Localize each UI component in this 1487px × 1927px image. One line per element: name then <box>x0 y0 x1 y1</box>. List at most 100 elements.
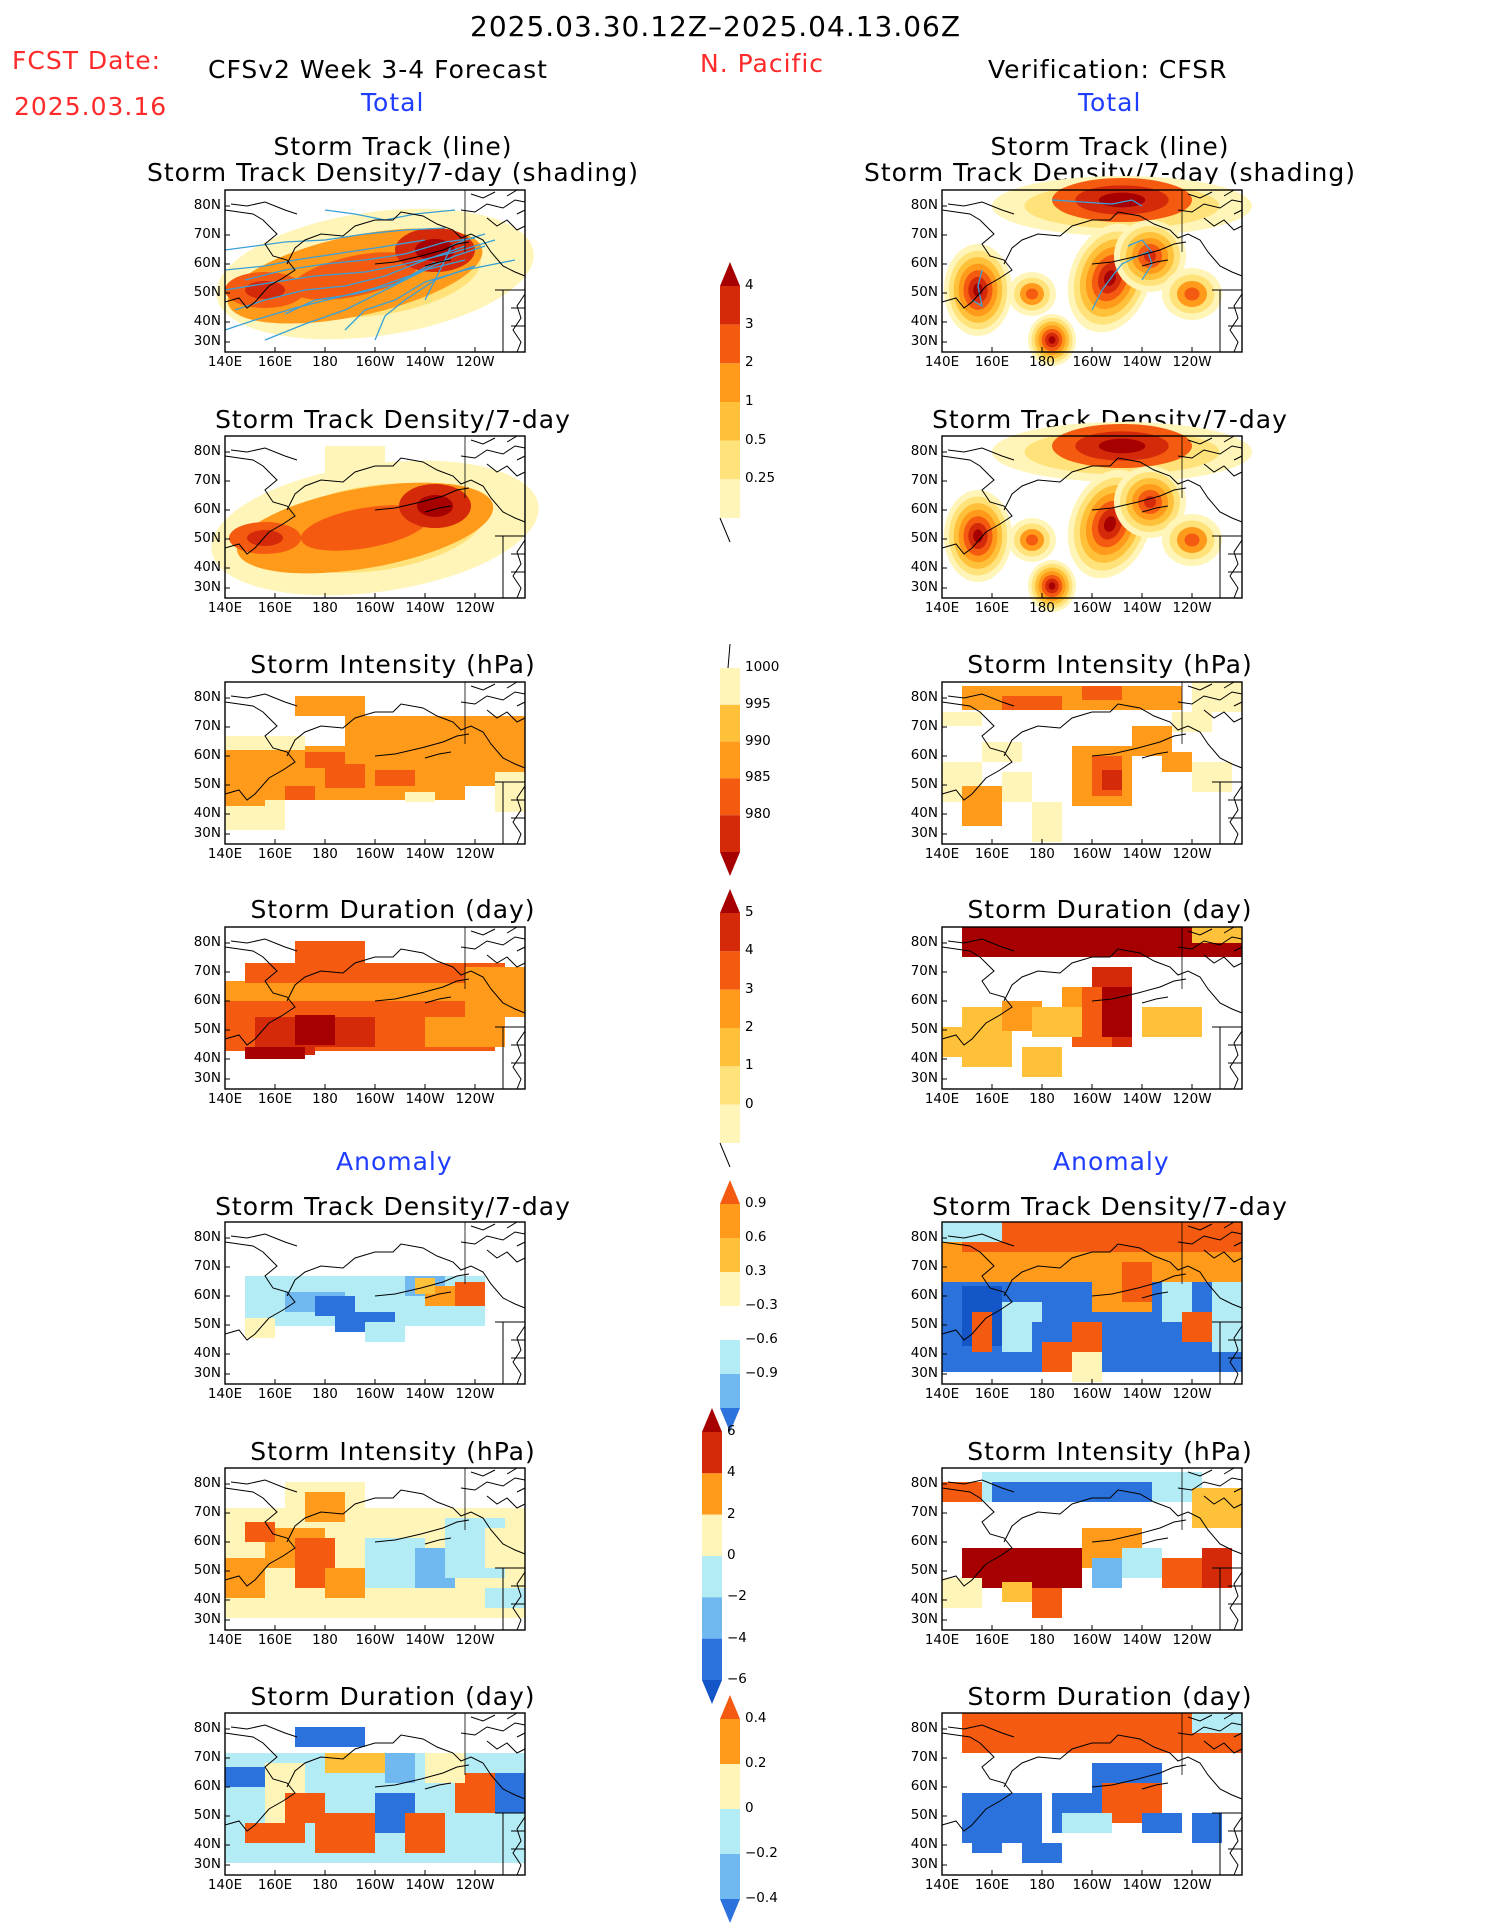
lon-label: 180 <box>1029 846 1055 862</box>
lon-label: 140W <box>405 354 445 370</box>
colorbar-svg <box>720 1180 740 1432</box>
lat-label: 30N <box>910 333 938 349</box>
storm-track-line <box>1127 239 1153 253</box>
map-canvas <box>224 1712 526 1876</box>
storm-track-line <box>424 233 486 301</box>
lon-label: 140W <box>405 1091 445 1107</box>
lat-label: 80N <box>193 689 221 705</box>
lon-label: 140E <box>207 1877 243 1893</box>
lon-label: 160E <box>974 1386 1010 1402</box>
lon-label: 160W <box>1072 1877 1112 1893</box>
colorbar-segment <box>720 815 740 852</box>
map-canvas <box>941 681 1243 845</box>
grid-cell <box>1192 762 1232 792</box>
density-blob <box>944 490 1012 582</box>
lat-label: 50N <box>910 1316 938 1332</box>
grid-cell <box>1002 1302 1042 1322</box>
storm-track-line <box>224 245 486 331</box>
lon-label: 120W <box>1172 600 1212 616</box>
lat-label: 40N <box>193 1591 221 1607</box>
map-canvas <box>224 681 526 845</box>
lon-label: 140W <box>1122 600 1162 616</box>
colorbar-arrow-bottom <box>720 1408 740 1432</box>
grid-cell <box>315 1813 375 1853</box>
grid-cell <box>1142 1007 1202 1037</box>
lat-label: 50N <box>910 1807 938 1823</box>
lat-label: 70N <box>193 718 221 734</box>
lon-label: 160E <box>974 1632 1010 1648</box>
fcst-title-track-line: Storm Track (line) <box>273 132 513 161</box>
colorbar-segment <box>720 1854 740 1899</box>
lat-label: 30N <box>910 579 938 595</box>
colorbar-label: −0.4 <box>745 1890 778 1906</box>
colorbar-segment <box>702 1556 722 1598</box>
density-contour <box>247 530 283 546</box>
storm-tracks <box>224 209 516 341</box>
lon-label: 120W <box>455 846 495 862</box>
lat-label: 40N <box>910 1836 938 1852</box>
storm-track-line <box>971 269 983 308</box>
grid-cell <box>942 1222 1002 1242</box>
density-contour <box>1098 438 1146 454</box>
colorbar-label: −0.9 <box>745 1365 778 1381</box>
lat-label: 60N <box>910 1287 938 1303</box>
grid-cell <box>1002 696 1062 710</box>
region-title: N. Pacific <box>700 49 825 78</box>
lon-label: 160W <box>355 1386 395 1402</box>
colorbar-label: 2 <box>745 354 754 371</box>
grid-cell <box>295 1015 335 1045</box>
density-blob <box>1052 424 1192 468</box>
grid-cell <box>245 1823 305 1843</box>
lat-label: 30N <box>910 825 938 841</box>
fcst-duration-map: 80N 70N 60N 50N 40N 30N 140E 160E 180 160W 140W 120… <box>194 926 526 1107</box>
density-blob <box>1114 466 1186 538</box>
colorbar-segment <box>720 913 740 952</box>
lat-label: 80N <box>910 197 938 213</box>
colorbar-segment <box>702 1638 722 1680</box>
colorbar-tail-bottom <box>719 517 731 543</box>
lat-label: 60N <box>193 1778 221 1794</box>
verif-density-anom-map: 80N 70N 60N 50N 40N 30N 140E 160E 180 160W 140W 120… <box>911 1221 1243 1402</box>
colorbar-label: 0.25 <box>745 470 776 487</box>
lat-label: 40N <box>910 1345 938 1361</box>
grid-cell <box>942 1578 982 1608</box>
lat-label: 50N <box>193 530 221 546</box>
colorbar-label: 4 <box>745 277 754 293</box>
map-canvas <box>216 189 534 353</box>
lat-label: 70N <box>910 472 938 488</box>
colorbar-segment <box>720 1809 740 1854</box>
colorbar-label: −6 <box>727 1671 747 1687</box>
grid-cell <box>325 1568 365 1598</box>
grid-cell <box>1062 1813 1112 1833</box>
colorbar-segment <box>720 363 740 402</box>
grid-cell <box>245 1522 275 1542</box>
lon-label: 120W <box>1172 354 1212 370</box>
density-contour <box>1103 516 1117 532</box>
lon-label: 140W <box>405 1877 445 1893</box>
verif-title-density-anom: Storm Track Density/7-day <box>932 1192 1288 1221</box>
verif-duration-map: 80N 70N 60N 50N 40N 30N 140E 160E 180 160W 140W 120… <box>911 926 1243 1107</box>
density-contour <box>1103 270 1117 286</box>
grid-cell <box>1042 1342 1072 1372</box>
grid-cell <box>305 752 345 768</box>
grid-cell <box>375 770 415 786</box>
grid-cell <box>1072 1322 1102 1352</box>
lat-label: 50N <box>910 776 938 792</box>
grid-cell <box>1212 1282 1242 1352</box>
colorbar-label: 990 <box>745 732 771 749</box>
colorbar-segment <box>720 1238 740 1272</box>
fcst-density-anom-map: 80N 70N 60N 50N 40N 30N 140E 160E 180 160W 140W 120… <box>194 1221 526 1402</box>
map-canvas <box>224 926 526 1090</box>
grid-cell <box>425 1753 465 1783</box>
lat-label: 60N <box>910 1533 938 1549</box>
lat-label: 80N <box>193 443 221 459</box>
colorbar-arrow-bottom <box>702 1680 722 1704</box>
lat-label: 50N <box>193 284 221 300</box>
density-contour <box>973 529 983 543</box>
grid-cell <box>295 1727 365 1747</box>
coastline <box>941 1467 1243 1631</box>
lon-label: 120W <box>455 600 495 616</box>
coastline <box>941 435 1243 599</box>
colorbar-arrow-bottom <box>720 1899 740 1923</box>
lon-label: 160W <box>355 354 395 370</box>
